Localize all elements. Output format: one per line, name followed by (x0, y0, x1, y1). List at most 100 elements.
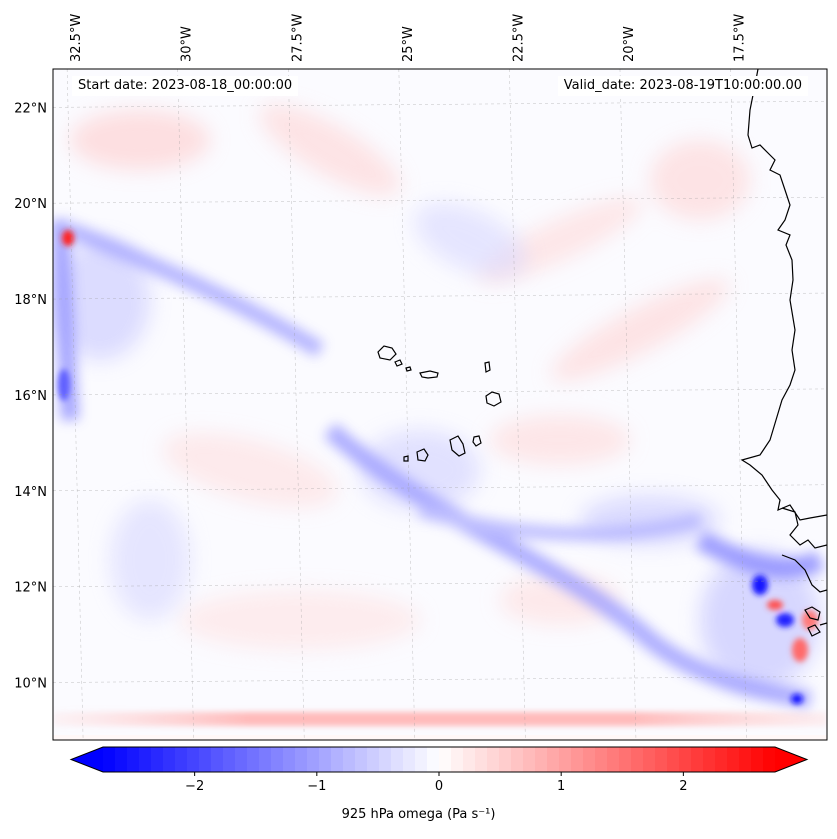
colorbar-cell (103, 747, 116, 772)
santiago-island (449, 435, 466, 457)
omega-field (53, 104, 827, 740)
colorbar-label: 925 hPa omega (Pa s⁻¹) (341, 807, 496, 822)
colorbar-cell (751, 747, 764, 772)
colorbar-cell (259, 747, 272, 772)
brava-island (403, 455, 409, 462)
colorbar-cell (151, 747, 164, 772)
colorbar-cell (319, 747, 332, 772)
colorbar-outline (69, 746, 809, 773)
latitude-tick-label: 16°N (14, 389, 47, 404)
colorbar-cell (295, 747, 308, 772)
colorbar-cell (475, 747, 488, 772)
longitude-tick-label: 22.5°W (511, 14, 526, 62)
colorbar-cell (607, 747, 620, 772)
colorbar-cell (163, 747, 176, 772)
bijagos-coast (804, 606, 821, 621)
colorbar-cell (535, 747, 548, 772)
colorbar-cell (739, 747, 752, 772)
colorbar-tick-label: 2 (679, 779, 687, 794)
longitude-tick-label: 20°W (622, 26, 637, 62)
longitude-tick-label: 17.5°W (733, 14, 748, 62)
colorbar-cell (187, 747, 200, 772)
valid-date-label: Valid_date: 2023-08-19T10:00:00.00 (557, 76, 808, 96)
santa-luzia-island (405, 366, 412, 372)
meridian-gridline (66, 69, 84, 740)
meridian-gridline (730, 69, 747, 740)
colorbar-cell (355, 747, 368, 772)
start-date-label: Start date: 2023-08-18_00:00:00 (72, 76, 299, 96)
longitude-tick-label: 27.5°W (290, 14, 305, 62)
colorbar-cell (499, 747, 512, 772)
colorbar-cell (451, 747, 464, 772)
longitude-tick-label: 25°W (401, 26, 416, 62)
colorbar-cell (391, 747, 404, 772)
colorbar: −2 −1 0 1 2 (69, 746, 809, 794)
colorbar-cell (667, 747, 680, 772)
colorbar-cell (223, 747, 236, 772)
colorbar-cell (571, 747, 584, 772)
meridian-gridline (619, 69, 637, 740)
latitude-tick-label: 22°N (14, 101, 47, 116)
colorbar-extend-min (71, 747, 103, 772)
colorbar-cell (679, 747, 692, 772)
sao-nicolau-island (419, 370, 439, 379)
colorbar-cell (763, 747, 776, 772)
fogo-island (416, 448, 429, 462)
senegal-river-coast (781, 507, 827, 549)
colorbar-cell (703, 747, 716, 772)
colorbar-tick-label: −2 (185, 779, 204, 794)
latitude-tick-label: 14°N (14, 485, 47, 500)
colorbar-cell (379, 747, 392, 772)
map-panel (52, 68, 828, 741)
cape-verde-islands (377, 345, 502, 462)
colorbar-cell (271, 747, 284, 772)
colorbar-extend-max (775, 747, 807, 772)
colorbar-cell (367, 747, 380, 772)
colorbar-cell (727, 747, 740, 772)
colorbar-cell (715, 747, 728, 772)
colorbar-cell (115, 747, 128, 772)
longitude-tick-label: 32.5°W (69, 14, 84, 62)
colorbar-cell (487, 747, 500, 772)
meridian-gridline (288, 69, 305, 740)
meridian-gridline (509, 69, 526, 740)
colorbar-cells (103, 747, 776, 772)
colorbar-cell (691, 747, 704, 772)
colorbar-cell (307, 747, 320, 772)
colorbar-cell (655, 747, 668, 772)
colorbar-cell (511, 747, 524, 772)
colorbar-cell (247, 747, 260, 772)
latitude-tick-label: 18°N (14, 293, 47, 308)
colorbar-cell (211, 747, 224, 772)
boa-vista-island (485, 391, 502, 407)
colorbar-tick-label: 0 (435, 779, 443, 794)
colorbar-cell (619, 747, 632, 772)
guinea-bissau-coast (781, 554, 827, 593)
colorbar-tick-label: 1 (557, 779, 565, 794)
colorbar-ticks: −2 −1 0 1 2 (185, 772, 688, 794)
colorbar-cell (199, 747, 212, 772)
colorbar-cell (439, 747, 452, 772)
colorbar-cell (559, 747, 572, 772)
colorbar-cell (331, 747, 344, 772)
colorbar-cell (127, 747, 140, 772)
sal-island (484, 361, 491, 373)
colorbar-cell (427, 747, 440, 772)
colorbar-cell (343, 747, 356, 772)
latitude-tick-label: 10°N (14, 676, 47, 691)
map-frame (52, 68, 828, 741)
colorbar-cell (463, 747, 476, 772)
colorbar-cell (631, 747, 644, 772)
west-africa-coastline (740, 69, 827, 521)
colorbar-cell (523, 747, 536, 772)
colorbar-cell (547, 747, 560, 772)
latitude-tick-labels: 10°N 12°N 14°N 16°N 18°N 20°N 22°N (14, 101, 47, 691)
colorbar-cell (595, 747, 608, 772)
latitude-tick-label: 20°N (14, 197, 47, 212)
colorbar-cell (139, 747, 152, 772)
gridlines (53, 69, 827, 740)
longitude-tick-label: 30°W (180, 26, 195, 62)
maio-island (472, 435, 482, 447)
coastlines (377, 69, 827, 637)
